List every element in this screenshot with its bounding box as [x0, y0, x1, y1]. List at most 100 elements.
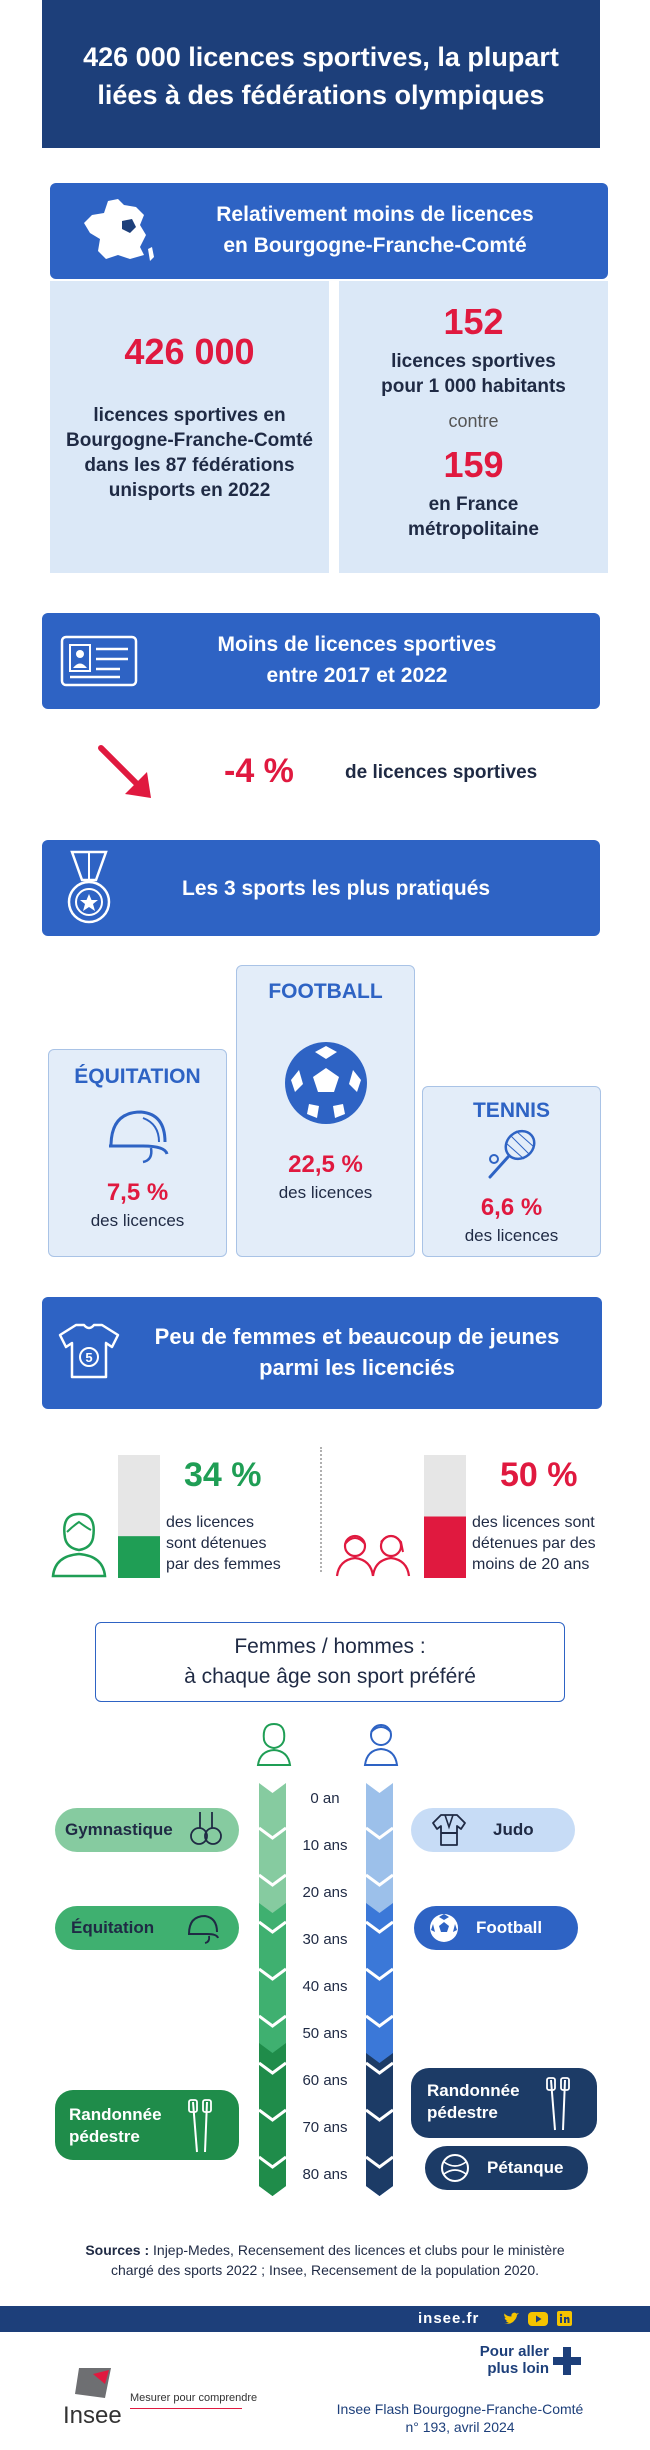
section-age-title-line1: Femmes / hommes :	[234, 1635, 426, 1658]
svg-text:5: 5	[85, 1350, 92, 1365]
young-pct: 50 %	[500, 1456, 578, 1494]
region-rate-text-line2: pour 1 000 habitants	[381, 376, 566, 397]
region-rate-value: 152	[443, 301, 504, 342]
women-sport-randonnee: Randonnée pédestre	[55, 2090, 239, 2160]
sport-pct-equitation: 7,5 %	[106, 1179, 169, 1206]
sport-name-football: FOOTBALL	[268, 980, 383, 1003]
insee-logo-text: Insee	[63, 2402, 122, 2429]
section-trend-title-line1: Moins de licences sportives	[217, 633, 497, 656]
sources-label: Sources :	[85, 2242, 150, 2258]
insee-tagline: Mesurer pour comprendre	[130, 2392, 258, 2404]
football-small-icon	[430, 1914, 458, 1942]
section-profile-header: 5 Peu de femmes et beaucoup de jeunes pa…	[42, 1297, 602, 1409]
women-sport-equitation-label: Équitation	[71, 1918, 155, 1937]
football-icon	[284, 1042, 367, 1124]
women-pct: 34 %	[184, 1456, 262, 1494]
down-arrow-icon	[98, 745, 151, 798]
age-label-70: 70 ans	[302, 2119, 348, 2136]
hiking-poles-icon	[188, 2099, 212, 2153]
licences-count-panel: 426 000 licences sportives en Bourgogne-…	[50, 281, 329, 573]
men-sport-randonnee-label-line1: Randonnée	[427, 2081, 520, 2100]
sport-pct-tennis: 6,6 %	[480, 1194, 543, 1221]
age-label-0: 0 an	[310, 1790, 340, 1807]
go-further-line2: plus loin	[487, 2360, 549, 2377]
medal-icon	[67, 850, 111, 924]
section-top-sports-title: Les 3 sports les plus pratiqués	[182, 877, 491, 900]
licences-count-text-line2: Bourgogne-Franche-Comté	[66, 430, 313, 451]
riding-helmet-icon	[108, 1110, 168, 1164]
insee-site-link[interactable]: insee.fr	[418, 2310, 480, 2327]
riding-helmet-small-icon	[188, 1914, 219, 1944]
men-sport-petanque-label: Pétanque	[487, 2158, 564, 2177]
section-trend-title-line2: entre 2017 et 2022	[266, 664, 448, 687]
contre-label: contre	[448, 411, 499, 431]
men-age-column	[366, 1783, 393, 2196]
men-sport-football: Football	[414, 1906, 578, 1950]
tennis-racket-icon	[488, 1129, 535, 1179]
plus-icon	[553, 2347, 581, 2375]
sources-line2: chargé des sports 2022 ; Insee, Recensem…	[110, 2262, 540, 2278]
women-text-line3: par des femmes	[166, 1556, 281, 1573]
sport-name-equitation: ÉQUITATION	[74, 1065, 201, 1088]
man-small-icon	[363, 1724, 399, 1766]
judo-gi-icon	[432, 1814, 466, 1846]
petanque-ball-icon	[441, 2154, 469, 2182]
france-rate-value: 159	[443, 444, 504, 485]
page-title-line1: 426 000 licences sportives, la plupart	[83, 42, 559, 72]
section-top-sports-header: Les 3 sports les plus pratiqués	[42, 840, 600, 936]
sport-unit-equitation: des licences	[90, 1211, 185, 1230]
section-profile-title-line2: parmi les licenciés	[259, 1355, 455, 1380]
trend-value: -4 %	[224, 752, 294, 790]
sport-card-football: FOOTBALL 22,5 % des licences	[236, 965, 415, 1257]
go-further-link[interactable]: Pour aller plus loin	[463, 2343, 583, 2383]
sources-note: Sources : Injep-Medes, Recensement des l…	[30, 2240, 620, 2280]
hiking-poles-icon	[546, 2077, 570, 2131]
women-sport-randonnee-label-line1: Randonnée	[69, 2105, 162, 2124]
insee-logo-icon	[75, 2368, 111, 2398]
region-rate-text-line1: licences sportives	[391, 351, 556, 372]
age-label-10: 10 ans	[302, 1837, 348, 1854]
children-icon	[335, 1534, 411, 1577]
young-text-line3: moins de 20 ans	[472, 1556, 590, 1573]
age-label-60: 60 ans	[302, 2072, 348, 2089]
sport-name-tennis: TENNIS	[472, 1099, 550, 1122]
age-label-40: 40 ans	[302, 1978, 348, 1995]
section-trend-header: Moins de licences sportives entre 2017 e…	[42, 613, 600, 709]
sport-unit-football: des licences	[278, 1183, 373, 1202]
licences-count-text-line1: licences sportives en	[93, 405, 286, 426]
licences-count-value: 426 000	[124, 331, 255, 372]
men-sport-randonnee-label-line2: pédestre	[427, 2103, 498, 2122]
women-text-line2: sont détenues	[166, 1535, 267, 1552]
publication-title: Insee Flash Bourgogne-Franche-Comté	[336, 2401, 584, 2417]
twitter-icon[interactable]	[503, 2312, 519, 2326]
section-age-title-line2: à chaque âge son sport préféré	[184, 1665, 476, 1688]
women-age-column	[259, 1783, 286, 2196]
linkedin-icon[interactable]	[557, 2311, 572, 2326]
tagline-underline	[130, 2408, 242, 2409]
licence-card-icon	[60, 635, 138, 687]
gym-rings-icon	[190, 1812, 222, 1845]
publication-number: n° 193, avril 2024	[405, 2419, 515, 2435]
section-age-header: Femmes / hommes : à chaque âge son sport…	[95, 1622, 565, 1702]
licences-count-text-line4: unisports en 2022	[108, 480, 271, 501]
women-sport-gymnastique-label: Gymnastique	[65, 1820, 173, 1839]
men-sport-judo-label: Judo	[493, 1820, 534, 1839]
section-density-header: Relativement moins de licences en Bourgo…	[50, 183, 608, 279]
young-text-line2: détenues par des	[472, 1535, 596, 1552]
go-further-line1: Pour aller	[479, 2343, 549, 2360]
sport-card-equitation: ÉQUITATION 7,5 % des licences	[48, 1049, 227, 1257]
men-sport-petanque: Pétanque	[425, 2146, 588, 2190]
women-share-bar	[118, 1455, 160, 1578]
men-sport-football-label: Football	[476, 1918, 543, 1937]
france-map-icon	[84, 199, 154, 261]
age-label-20: 20 ans	[302, 1884, 348, 1901]
youtube-icon[interactable]	[528, 2312, 548, 2326]
age-label-30: 30 ans	[302, 1931, 348, 1948]
young-share-bar	[424, 1455, 466, 1578]
age-label-50: 50 ans	[302, 2025, 348, 2042]
women-sport-equitation: Équitation	[55, 1906, 239, 1950]
page-header: 426 000 licences sportives, la plupart l…	[42, 0, 600, 148]
jersey-icon: 5	[58, 1323, 120, 1379]
licences-rate-panel: 152 licences sportives pour 1 000 habita…	[339, 281, 608, 573]
page-title-line2: liées à des fédérations olympiques	[97, 80, 545, 110]
